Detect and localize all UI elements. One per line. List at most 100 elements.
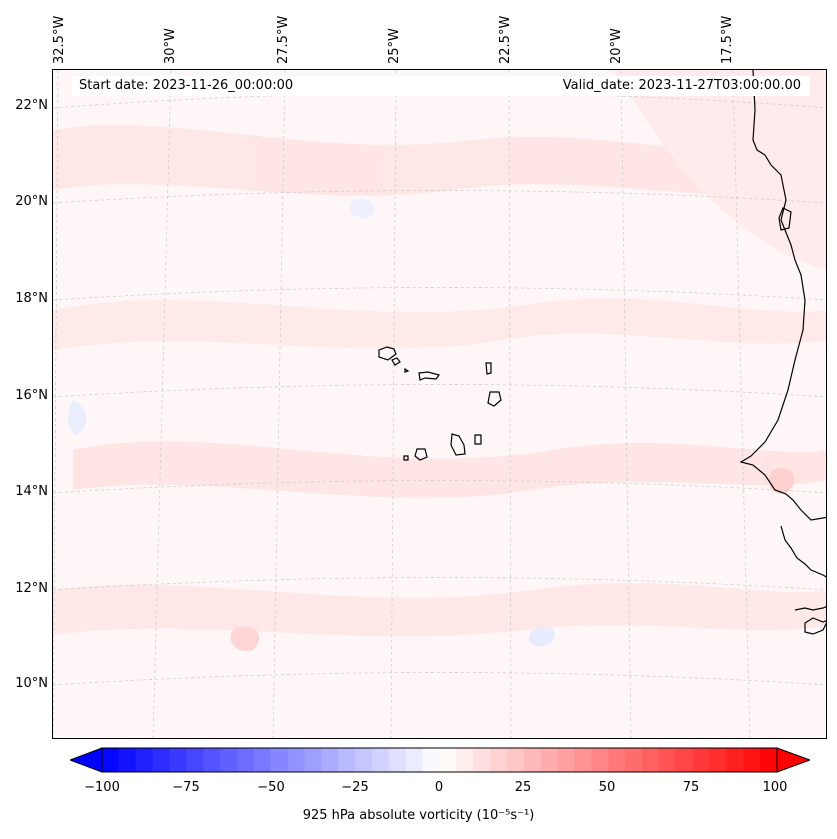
colorbar-cell — [574, 748, 592, 772]
lat-label: 18°N — [15, 291, 48, 306]
colorbar-cell — [220, 748, 238, 772]
valid-date-label: Valid_date: 2023-11-27T03:00:00.00 — [562, 78, 801, 93]
graticule-lon-line — [152, 70, 172, 738]
colorbar-outline — [101, 747, 778, 773]
colorbar-cell — [608, 748, 626, 772]
lat-label: 14°N — [15, 484, 48, 499]
lon-label: 22.5°W — [498, 15, 513, 64]
date-header — [72, 76, 810, 96]
colorbar-tick: 25 — [514, 780, 532, 795]
map-panel — [52, 69, 827, 739]
colorbar-tick: −50 — [257, 780, 285, 795]
island-boa-vista — [487, 391, 502, 407]
colorbar-cell — [439, 748, 457, 772]
graticule-lon-line — [620, 70, 632, 738]
colorbar-tick: 0 — [434, 780, 444, 795]
lon-label: 25°W — [387, 28, 402, 64]
vorticity-pos — [768, 468, 795, 494]
africa-coastline — [794, 606, 826, 611]
graticule-lon-line — [53, 70, 59, 738]
start-date-label: Start date: 2023-11-26_00:00:00 — [79, 78, 294, 93]
colorbar-cell — [642, 748, 660, 772]
colorbar-cell — [304, 748, 322, 772]
colorbar-cell — [743, 748, 761, 772]
island-santo-antao — [378, 346, 397, 361]
vorticity-band — [53, 582, 826, 637]
lat-label: 20°N — [15, 194, 48, 209]
colorbar-cell — [169, 748, 187, 772]
colorbar-cell — [237, 748, 255, 772]
colorbar-cell — [473, 748, 491, 772]
colorbar-cell — [321, 748, 339, 772]
colorbar-cell — [658, 748, 677, 772]
colorbar-cell — [270, 748, 289, 772]
island-sao-nicolau — [418, 371, 441, 381]
colorbar-cell — [760, 748, 778, 772]
africa-coastline — [804, 617, 826, 635]
island-santa-luzia — [404, 367, 410, 373]
lon-label: 27.5°W — [276, 15, 291, 64]
colorbar-cells — [102, 748, 778, 772]
colorbar-cell — [152, 748, 171, 772]
colorbar-tick: −100 — [84, 780, 120, 795]
graticule-lon-line — [732, 70, 751, 738]
africa-coastline — [739, 70, 826, 521]
vorticity-neg — [528, 626, 556, 647]
colorbar-cell — [355, 748, 373, 772]
colorbar-cell — [186, 748, 204, 772]
colorbar-max-extend — [776, 747, 810, 773]
colorbar-cell — [338, 748, 356, 772]
colorbar-cell — [625, 748, 643, 772]
graticule-lon-line — [272, 70, 286, 738]
colorbar-cell — [507, 748, 525, 772]
colorbar-cell — [456, 748, 474, 772]
vorticity-band — [53, 298, 826, 350]
colorbar-min-extend — [70, 747, 103, 773]
vorticity-band — [53, 125, 826, 196]
colorbar-cell — [709, 748, 727, 772]
colorbar-cell — [287, 748, 306, 772]
colorbar-cell — [203, 748, 221, 772]
colorbar-cell — [372, 748, 390, 772]
colorbar-tick: −75 — [172, 780, 200, 795]
graticule-lat-line — [53, 287, 826, 301]
colorbar-label: 925 hPa absolute vorticity (10⁻⁵s⁻¹) — [302, 808, 535, 823]
graticule-lat-line — [53, 384, 826, 398]
island-sal — [485, 362, 492, 375]
colorbar-tick: −25 — [341, 780, 369, 795]
lon-label: 20°W — [609, 28, 624, 64]
africa-island — [778, 207, 792, 231]
lon-label: 32.5°W — [52, 15, 67, 64]
lat-label: 10°N — [15, 676, 48, 691]
lat-label: 16°N — [15, 388, 48, 403]
lon-label: 30°W — [163, 28, 178, 64]
vorticity-band — [73, 441, 826, 498]
lon-label: 17.5°W — [720, 15, 735, 64]
colorbar-cell — [557, 748, 576, 772]
colorbar-tick: 100 — [762, 780, 788, 795]
vorticity-map — [53, 70, 826, 738]
colorbar-cell — [726, 748, 744, 772]
colorbar-cell — [490, 748, 508, 772]
graticule — [53, 70, 826, 738]
island-sao-vicente — [391, 357, 401, 366]
vorticity-field — [53, 70, 826, 652]
colorbar-cell — [540, 748, 559, 772]
colorbar-cell — [118, 748, 137, 772]
colorbar-cell — [675, 748, 694, 772]
island-brava — [403, 455, 409, 461]
colorbar-cell — [591, 748, 609, 772]
island-fogo — [414, 448, 428, 461]
graticule-lon-line — [390, 70, 397, 738]
vorticity-neg — [349, 199, 376, 219]
africa-coastline — [780, 525, 826, 578]
colorbar-tick: 75 — [682, 780, 700, 795]
colorbar-tick: 50 — [598, 780, 616, 795]
colorbar-cell — [405, 748, 424, 772]
colorbar-cell — [102, 748, 120, 772]
cape-verde-islands — [378, 346, 502, 461]
colorbar-cell — [692, 748, 711, 772]
colorbar — [70, 747, 810, 773]
colorbar-cell — [422, 748, 441, 772]
colorbar-cell — [135, 748, 154, 772]
